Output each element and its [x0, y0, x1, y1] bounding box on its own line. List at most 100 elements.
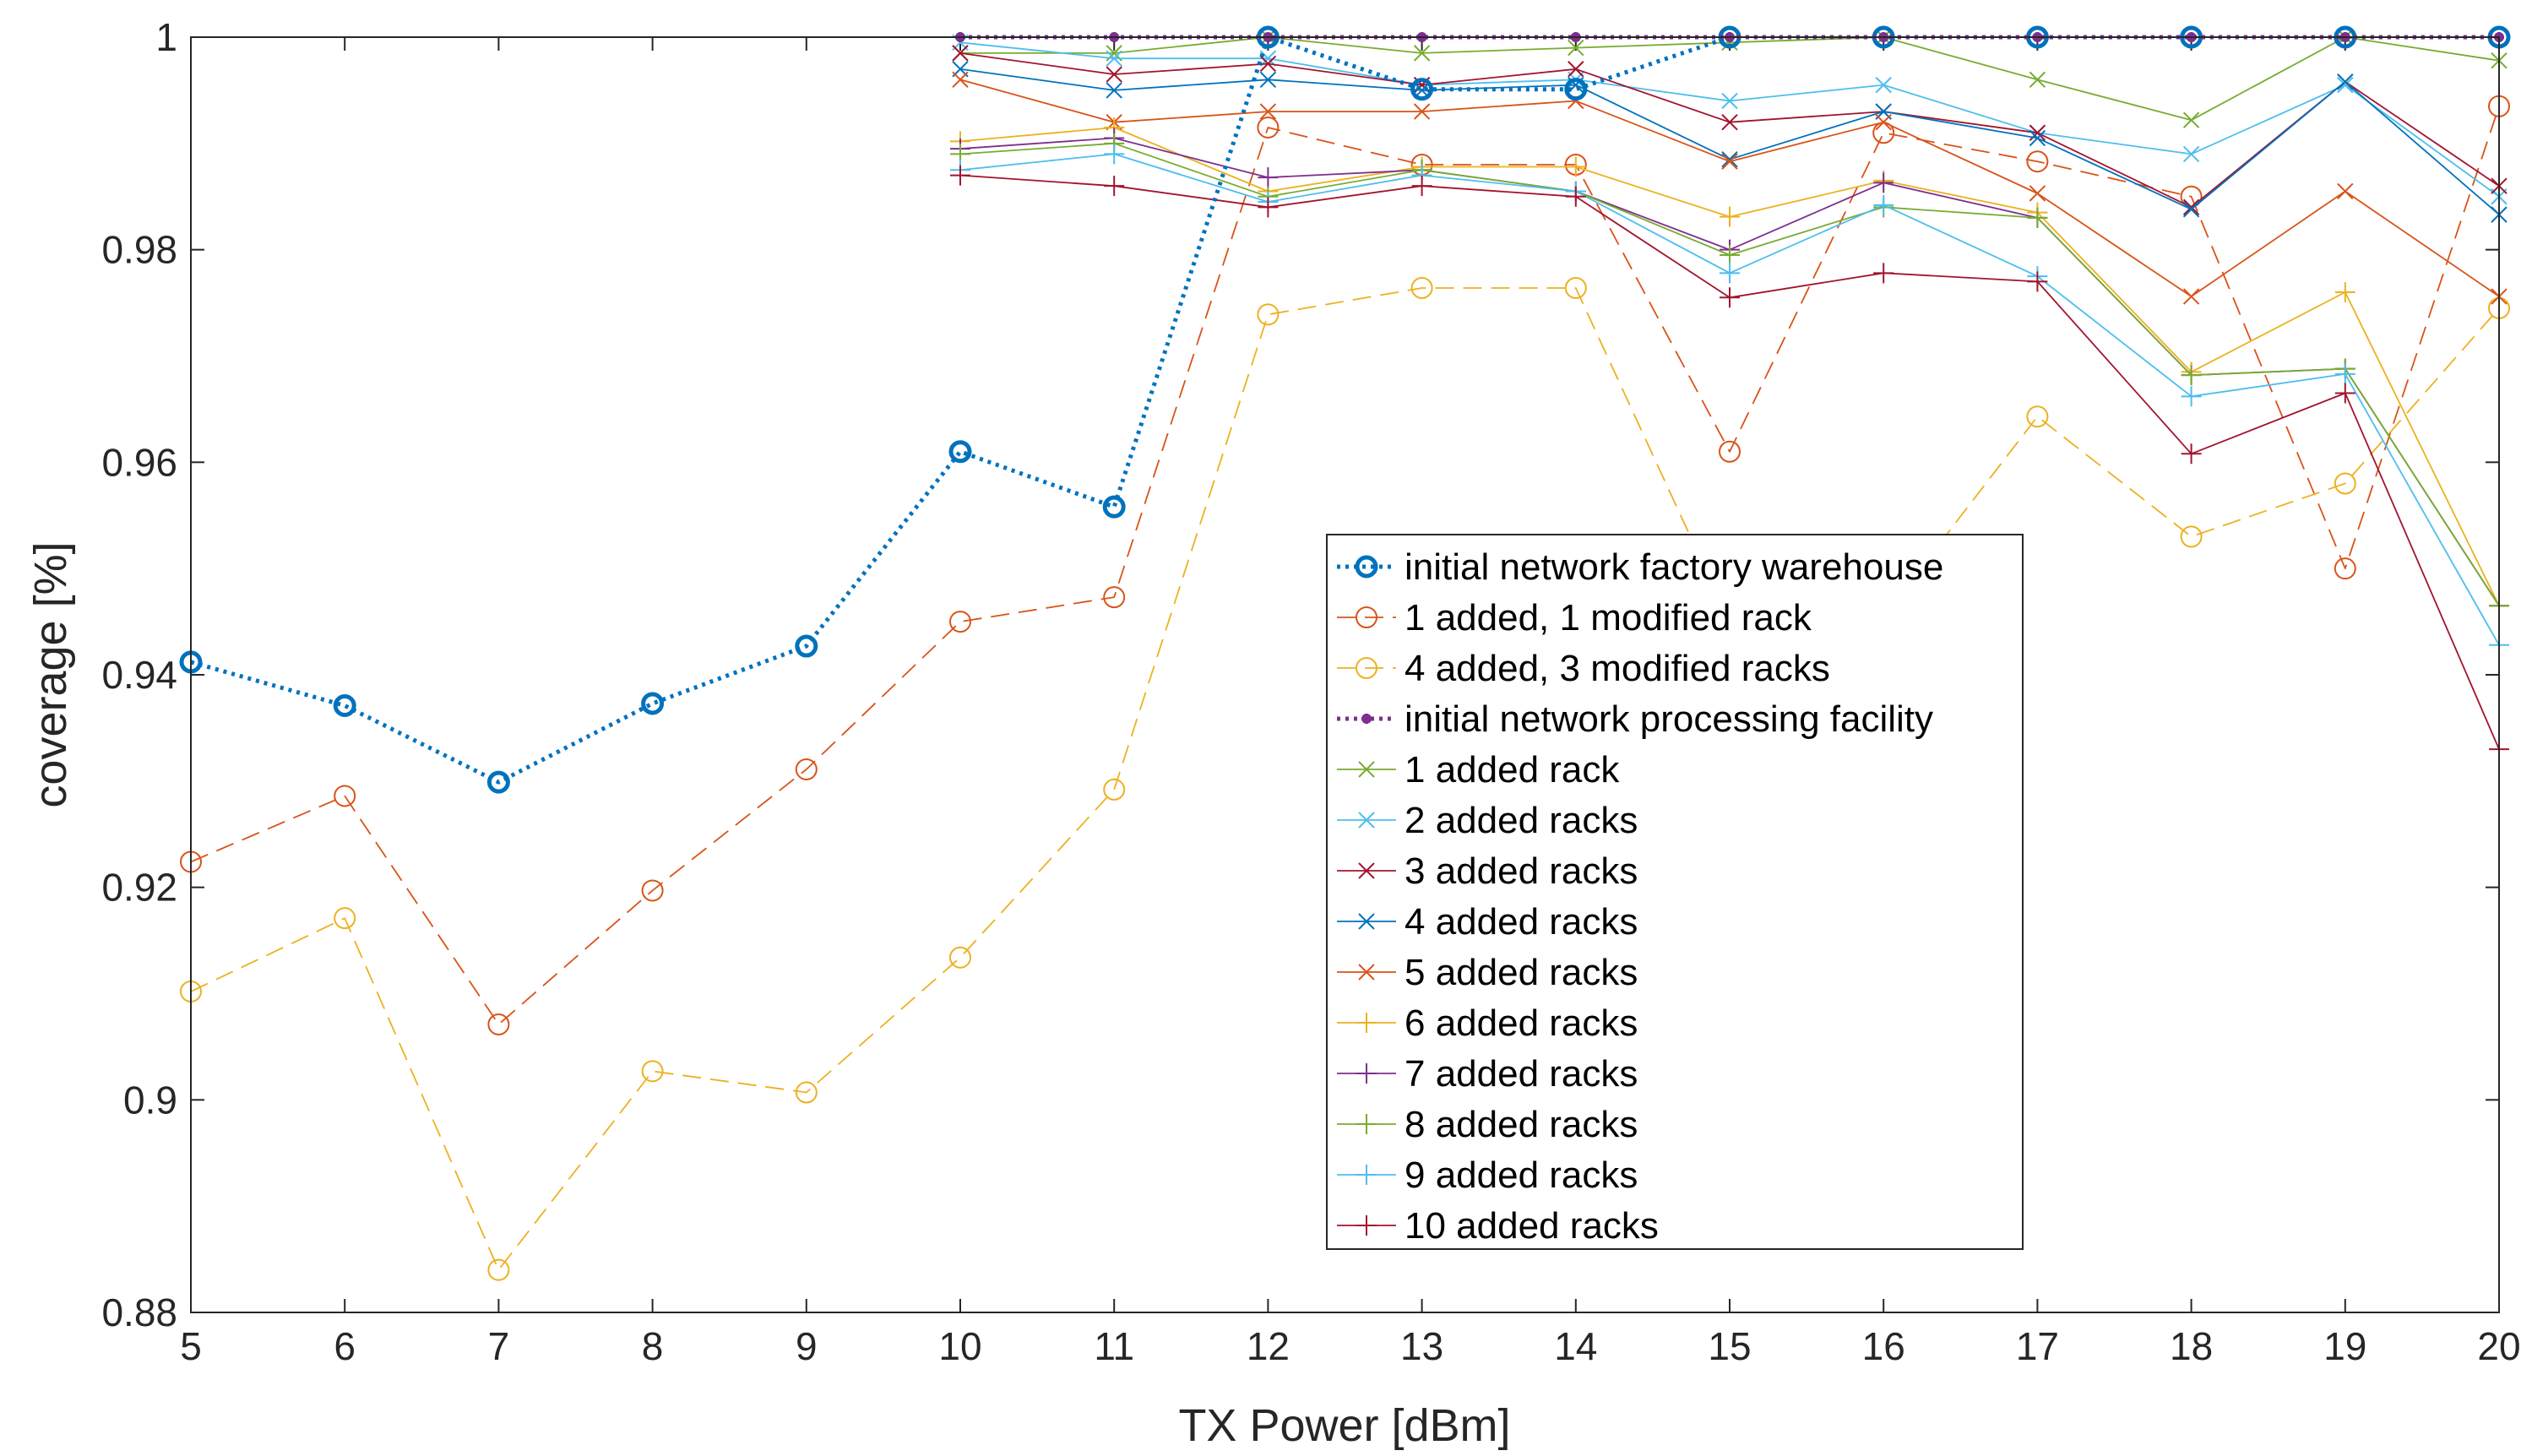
data-point [1257, 303, 1280, 326]
data-point [2029, 129, 2046, 147]
legend-marker [1358, 761, 1375, 778]
tick-labels: 5 6 7 8 9 10 11 12 13 14 15 16 17 18 19 20 0.88 0.9 0.92 0.… [101, 15, 2520, 1368]
legend-marker [1355, 555, 1378, 579]
data-point [795, 758, 818, 780]
legend-label: 2 added racks [1405, 800, 1638, 841]
y-tick-label: 0.96 [101, 440, 177, 484]
data-point [1257, 116, 1280, 139]
legend-marker [1358, 862, 1375, 879]
data-point [2182, 288, 2200, 305]
legend-marker [1356, 1215, 1377, 1236]
x-tick-label: 13 [1400, 1324, 1443, 1368]
data-point [1564, 276, 1587, 299]
data-point [2182, 198, 2200, 216]
data-point [1258, 197, 1279, 218]
data-point [1102, 495, 1126, 519]
series-line-initial-network-factory-warehouse [190, 35, 2499, 785]
data-point [1103, 778, 1126, 801]
y-axis-label: coverage [%] [25, 541, 76, 807]
data-point [2180, 525, 2203, 548]
legend-item: 6 added racks [1337, 1002, 1638, 1044]
legend-label: 6 added racks [1405, 1002, 1638, 1044]
x-tick-label: 5 [180, 1324, 202, 1368]
legend-marker [1356, 1165, 1377, 1185]
legend-item: 7 added racks [1337, 1053, 1638, 1095]
data-point [1720, 206, 1740, 227]
legend-marker [1356, 1013, 1377, 1033]
data-point [1875, 113, 1892, 131]
data-point [1873, 194, 1894, 215]
data-point [2337, 76, 2354, 94]
legend-item: initial network processing facility [1337, 698, 1933, 740]
data-point [1568, 39, 1584, 57]
data-point [2182, 111, 2200, 128]
data-point [952, 71, 969, 89]
data-point [2027, 271, 2048, 292]
x-tick-label: 17 [2016, 1324, 2059, 1368]
axes-box [190, 36, 2500, 1313]
legend-item: 9 added racks [1337, 1154, 1638, 1196]
legend-marker [1358, 913, 1375, 930]
legend-label: 1 added rack [1405, 749, 1620, 790]
legend-item: 3 added racks [1337, 850, 1638, 892]
data-point [2334, 472, 2356, 495]
legend-item: 2 added racks [1337, 800, 1638, 841]
x-tick-label: 9 [796, 1324, 818, 1368]
legend-item: 5 added racks [1337, 952, 1638, 993]
data-point [795, 1081, 818, 1104]
x-tick-label: 19 [2323, 1324, 2366, 1368]
data-point [2029, 185, 2046, 202]
x-tick-label: 15 [1708, 1324, 1751, 1368]
x-tick-label: 14 [1554, 1324, 1597, 1368]
x-tick-label: 20 [2477, 1324, 2520, 1368]
data-point [1873, 263, 1894, 284]
x-tick-label: 8 [642, 1324, 664, 1368]
legend-label: 4 added racks [1405, 901, 1638, 943]
data-point [1259, 55, 1277, 73]
legend-label: 9 added racks [1405, 1154, 1638, 1196]
data-point [487, 1258, 510, 1281]
series-4-added-3-modified-racks [180, 276, 2510, 1281]
data-point [1103, 586, 1126, 609]
data-point [1721, 151, 1738, 168]
data-point [641, 692, 665, 715]
data-point [334, 907, 356, 930]
data-point [486, 770, 510, 794]
legend-marker [1356, 1063, 1377, 1084]
legend-marker [1356, 1114, 1377, 1134]
data-point [641, 879, 664, 902]
x-tick-label: 18 [2170, 1324, 2213, 1368]
x-tick-label: 10 [938, 1324, 981, 1368]
data-point [2337, 182, 2354, 200]
data-point [1565, 156, 1586, 177]
x-tick-label: 6 [334, 1324, 356, 1368]
data-point [1410, 276, 1433, 299]
data-point [1413, 103, 1431, 120]
x-tick-label: 16 [1862, 1324, 1905, 1368]
legend-label: 4 added, 3 modified racks [1405, 648, 1830, 689]
y-tick-label: 0.94 [101, 653, 177, 697]
data-point [1719, 440, 1741, 463]
legend-item: initial network factory warehouse [1337, 546, 1943, 588]
data-point [948, 440, 972, 464]
data-point [1720, 244, 1740, 265]
data-point [333, 693, 356, 717]
data-point [1875, 76, 1892, 94]
data-point [1721, 92, 1738, 110]
legend-marker [1356, 657, 1377, 679]
data-point [2334, 383, 2355, 404]
data-point [1410, 78, 1434, 101]
data-point [2027, 207, 2048, 228]
y-tick-label: 0.88 [101, 1290, 177, 1334]
data-point [1411, 176, 1432, 197]
data-point [487, 1013, 510, 1035]
data-point [2181, 443, 2202, 465]
legend-marker [1358, 964, 1375, 981]
series-line-4-added-3-modified-racks [190, 287, 2500, 1271]
data-point [1106, 50, 1122, 67]
legend-item: 1 added, 1 modified rack [1337, 597, 1812, 638]
data-point [1106, 82, 1122, 99]
legend-label: 1 added, 1 modified rack [1405, 597, 1812, 638]
data-point [2182, 201, 2200, 218]
